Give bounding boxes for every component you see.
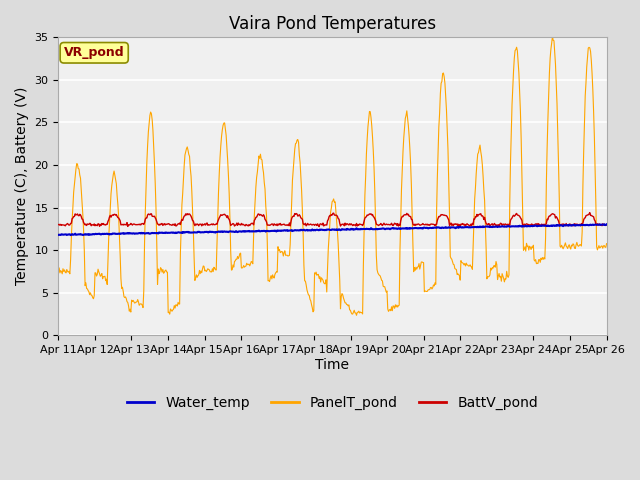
Legend: Water_temp, PanelT_pond, BattV_pond: Water_temp, PanelT_pond, BattV_pond	[121, 390, 544, 415]
X-axis label: Time: Time	[316, 358, 349, 372]
Y-axis label: Temperature (C), Battery (V): Temperature (C), Battery (V)	[15, 87, 29, 286]
Text: VR_pond: VR_pond	[64, 46, 125, 59]
Title: Vaira Pond Temperatures: Vaira Pond Temperatures	[229, 15, 436, 33]
